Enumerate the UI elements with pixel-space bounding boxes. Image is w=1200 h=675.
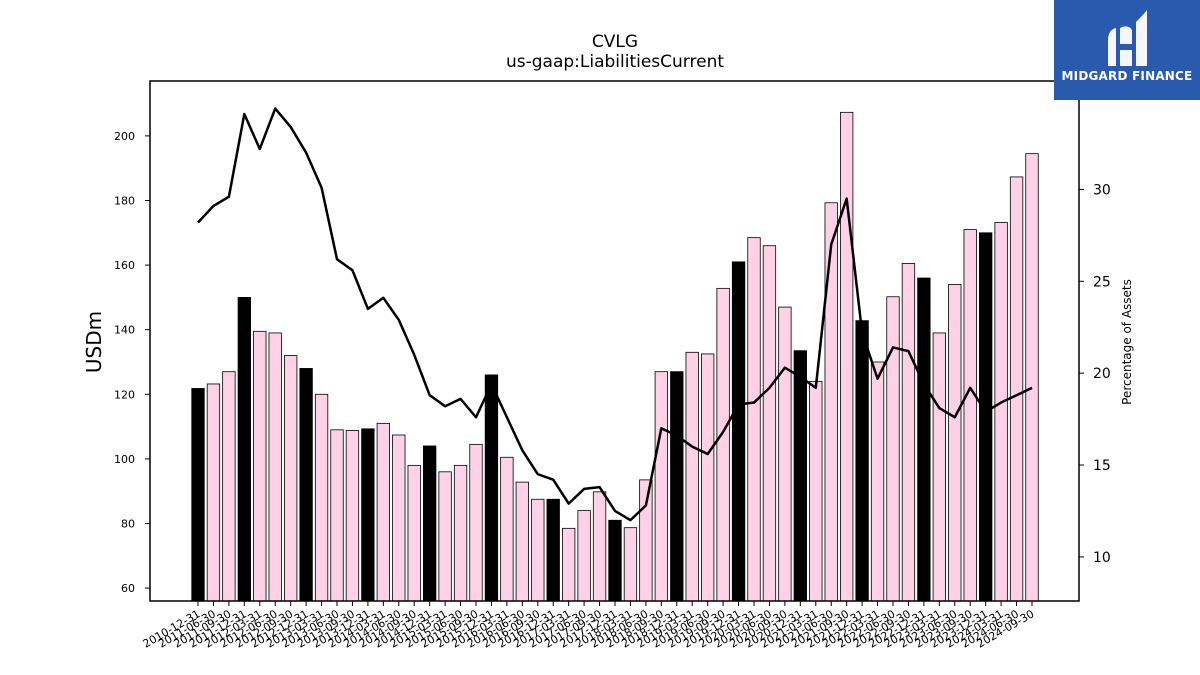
bar xyxy=(546,498,560,602)
bar xyxy=(762,245,777,602)
bar xyxy=(809,380,823,602)
bar xyxy=(438,471,452,602)
bar xyxy=(840,111,854,602)
bar xyxy=(191,388,205,602)
bar xyxy=(685,351,699,602)
bar xyxy=(345,430,360,602)
bar xyxy=(932,332,946,602)
bar xyxy=(731,261,746,602)
brand-name: MIDGARD FINANCE xyxy=(1061,69,1193,83)
y-axis-right: 10 15 20 25 30 xyxy=(1079,182,1111,566)
y-tick-label: 140 xyxy=(114,324,135,337)
bar xyxy=(701,353,715,602)
bar xyxy=(314,393,329,602)
brand-logo: MIDGARD FINANCE xyxy=(1054,0,1200,100)
bar xyxy=(453,464,468,602)
bar xyxy=(886,296,900,602)
bar xyxy=(793,350,807,602)
y2-tick-label: 20 xyxy=(1093,366,1111,382)
bar xyxy=(623,527,638,602)
chart-title: CVLG xyxy=(591,32,639,52)
bar xyxy=(577,510,591,602)
bar xyxy=(824,202,838,602)
bar xyxy=(284,355,298,602)
bar xyxy=(608,519,622,602)
bar xyxy=(592,491,607,602)
bar xyxy=(206,383,221,602)
bar xyxy=(1009,176,1024,602)
bar xyxy=(515,481,529,602)
line-series-path xyxy=(197,107,1033,522)
bar xyxy=(407,464,421,602)
y2-axis-label: Percentage of Assets xyxy=(1120,279,1134,405)
y2-tick-label: 15 xyxy=(1093,458,1111,474)
bar xyxy=(654,371,668,602)
line-series xyxy=(197,107,1033,522)
bar xyxy=(361,428,375,602)
bar xyxy=(253,330,267,602)
bar xyxy=(423,445,437,602)
bar xyxy=(500,456,514,602)
bar xyxy=(268,332,282,602)
bar xyxy=(639,479,653,602)
bar xyxy=(531,498,545,602)
bar xyxy=(963,229,977,602)
bar xyxy=(948,284,962,602)
bar xyxy=(870,361,885,602)
y2-tick-label: 25 xyxy=(1093,274,1111,290)
chart-subtitle: us-gaap:LiabilitiesCurrent xyxy=(505,52,725,72)
bar xyxy=(1025,153,1039,602)
y-tick-label: 80 xyxy=(121,517,135,530)
bar xyxy=(484,374,499,602)
y2-tick-label: 30 xyxy=(1093,182,1111,198)
logo-mark-icon xyxy=(1108,10,1147,66)
y-axis-label: USDm xyxy=(82,311,106,373)
y-axis-left: 60 80 100 120 140 160 180 200 xyxy=(114,130,150,595)
y2-tick-label: 10 xyxy=(1093,550,1111,566)
bar xyxy=(979,232,993,602)
bar xyxy=(299,368,313,602)
bar xyxy=(392,434,406,602)
bar xyxy=(901,263,916,602)
bar xyxy=(222,371,236,602)
y-tick-label: 160 xyxy=(114,259,135,272)
bar xyxy=(562,527,576,602)
bar xyxy=(330,429,344,602)
y-tick-label: 120 xyxy=(114,388,135,401)
bar xyxy=(855,320,869,602)
y-tick-label: 60 xyxy=(121,582,135,595)
y-tick-label: 200 xyxy=(114,130,135,143)
bar xyxy=(469,443,483,602)
bar xyxy=(747,237,761,602)
y-tick-label: 100 xyxy=(114,453,135,466)
bar xyxy=(237,296,251,602)
bar xyxy=(917,277,931,602)
x-axis: 2010-12-312011-06-302011-09-302011-12-31… xyxy=(141,601,1037,651)
bar xyxy=(778,306,792,602)
bar xyxy=(376,422,390,602)
bar xyxy=(716,287,730,602)
y-tick-label: 180 xyxy=(114,195,135,208)
bar xyxy=(994,222,1008,602)
bar xyxy=(670,371,684,602)
